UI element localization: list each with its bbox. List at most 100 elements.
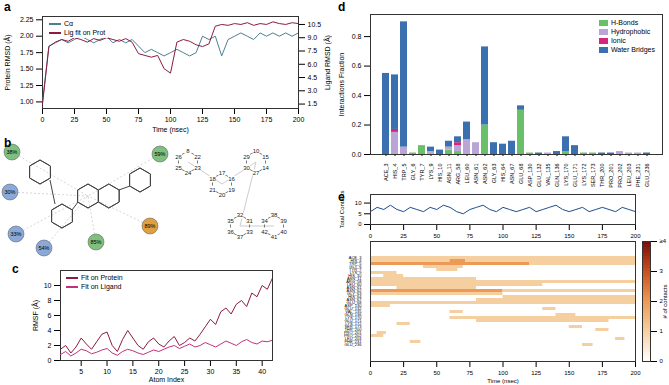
svg-text:6.0: 6.0 [308,61,318,68]
svg-text:ASN_67: ASN_67 [509,164,515,185]
svg-text:42: 42 [261,229,268,235]
svg-text:19: 19 [228,187,235,193]
svg-text:GLU_171: GLU_171 [572,164,578,188]
svg-text:100: 100 [165,116,177,123]
svg-text:2.25: 2.25 [20,16,34,23]
svg-text:200: 200 [293,116,305,123]
svg-text:37: 37 [237,234,244,240]
svg-text:VAL_135: VAL_135 [545,164,551,186]
svg-text:4: 4 [48,327,52,334]
svg-text:2.00: 2.00 [20,32,34,39]
svg-text:ACE_3: ACE_3 [383,164,389,181]
svg-text:10: 10 [103,368,111,375]
svg-text:175: 175 [261,116,273,123]
svg-text:10: 10 [253,148,260,154]
svg-text:1.5: 1.5 [308,100,318,107]
svg-text:26: 26 [175,154,182,160]
svg-text:0: 0 [369,370,373,376]
svg-text:50: 50 [103,116,111,123]
svg-text:0.2: 0.2 [352,121,362,128]
svg-text:31: 31 [246,218,253,224]
svg-text:125: 125 [197,116,209,123]
svg-text:≥4: ≥4 [660,238,667,244]
svg-text:8: 8 [48,297,52,304]
svg-text:38: 38 [271,212,278,218]
svg-text:LYS_170: LYS_170 [563,164,569,186]
svg-text:10.5: 10.5 [308,21,322,28]
svg-text:15: 15 [262,154,269,160]
svg-text:30: 30 [207,368,215,375]
svg-text:6: 6 [48,312,52,319]
svg-text:2: 2 [48,342,52,349]
svg-text:Protein RMSD (Å): Protein RMSD (Å) [3,34,12,90]
svg-text:29: 29 [243,154,250,160]
svg-text:Atom Index: Atom Index [149,376,185,383]
svg-text:75: 75 [467,370,474,376]
svg-text:18: 18 [209,176,216,182]
svg-text:41: 41 [271,234,278,240]
svg-text:59%: 59% [154,151,165,157]
svg-text:LEU_203: LEU_203 [626,164,632,187]
svg-text:HIS_64: HIS_64 [500,164,506,182]
svg-text:8: 8 [186,148,190,154]
svg-text:15: 15 [129,368,137,375]
svg-text:GLU_236: GLU_236 [344,342,362,347]
svg-text:Interactions Fraction: Interactions Fraction [338,53,345,117]
svg-text:0.6: 0.6 [352,62,362,69]
svg-text:PRO_201: PRO_201 [608,164,614,188]
svg-text:150: 150 [564,370,575,376]
svg-text:Time (nsec): Time (nsec) [487,378,518,384]
svg-text:THR_200: THR_200 [599,164,605,188]
svg-text:30%: 30% [4,189,15,195]
svg-text:LYS_9: LYS_9 [428,164,434,180]
svg-text:25: 25 [400,370,407,376]
svg-text:25: 25 [175,165,182,171]
svg-text:20: 20 [155,368,163,375]
svg-text:GLN_136: GLN_136 [554,164,560,188]
svg-text:24: 24 [185,170,192,176]
svg-text:LYS_172: LYS_172 [581,164,587,186]
svg-text:TRP_5: TRP_5 [401,164,407,181]
svg-text:54%: 54% [38,245,49,251]
svg-text:1.50: 1.50 [20,65,34,72]
svg-text:0: 0 [48,357,52,364]
svg-text:10: 10 [355,200,362,206]
svg-text:22: 22 [194,154,201,160]
svg-text:200: 200 [630,233,641,238]
svg-text:# of contacts: # of contacts [662,284,668,318]
svg-text:PHE_231: PHE_231 [635,164,641,188]
svg-text:40: 40 [280,229,287,235]
svg-text:25: 25 [400,233,407,238]
svg-text:36: 36 [227,229,234,235]
svg-text:Total Contacts: Total Contacts [339,190,345,228]
svg-text:Ligand RMSD (Å): Ligand RMSD (Å) [323,35,332,90]
svg-text:GLU_132: GLU_132 [536,164,542,188]
svg-text:0.4: 0.4 [352,92,362,99]
svg-text:75: 75 [135,116,143,123]
svg-text:3: 3 [660,268,664,274]
svg-text:GLU_68: GLU_68 [518,164,524,185]
svg-text:ASN_61: ASN_61 [473,164,479,185]
svg-text:100: 100 [498,370,509,376]
svg-text:125: 125 [531,370,542,376]
svg-text:4.5: 4.5 [308,74,318,81]
svg-text:20: 20 [219,192,226,198]
svg-text:LEU_60: LEU_60 [464,164,470,184]
svg-text:GLY_63: GLY_63 [491,164,497,184]
svg-text:25: 25 [181,368,189,375]
svg-text:7.5: 7.5 [308,47,318,54]
svg-text:100: 100 [498,233,509,238]
svg-text:0: 0 [660,358,664,364]
svg-text:175: 175 [597,370,608,376]
svg-text:16: 16 [228,176,235,182]
svg-text:ASN_11: ASN_11 [446,164,452,184]
svg-text:25: 25 [71,116,79,123]
svg-text:30: 30 [243,165,250,171]
svg-text:1.25: 1.25 [20,82,34,89]
svg-text:ASP_130: ASP_130 [527,164,533,187]
svg-text:0.8: 0.8 [352,33,362,40]
svg-text:ARG_58: ARG_58 [455,164,461,185]
svg-text:40: 40 [258,368,266,375]
svg-text:5: 5 [79,368,83,375]
svg-text:5: 5 [358,211,362,217]
